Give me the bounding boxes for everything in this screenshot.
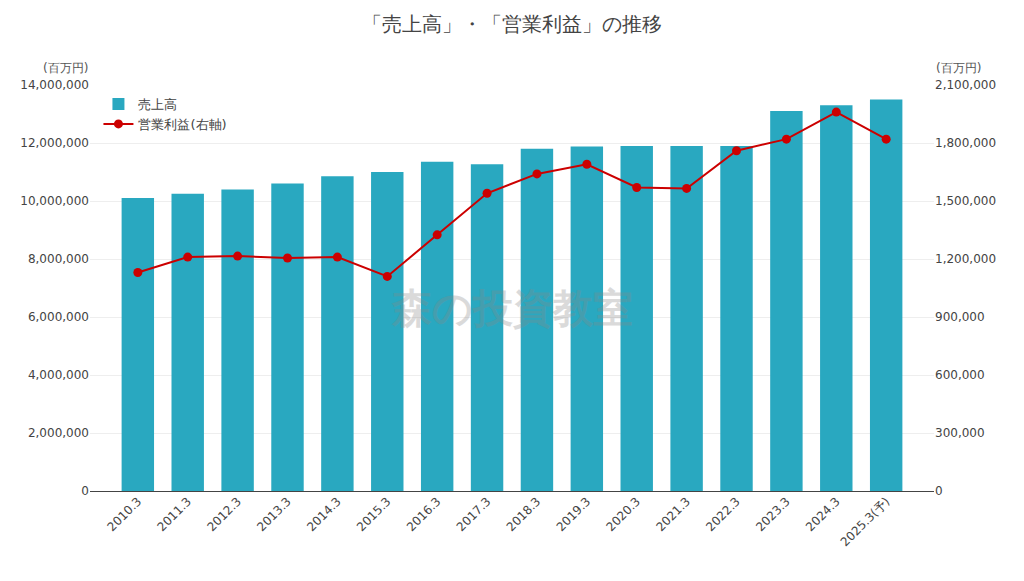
svg-text:営業利益(右軸): 営業利益(右軸) xyxy=(138,117,226,132)
svg-text:(百万円): (百万円) xyxy=(43,61,88,75)
svg-text:10,000,000: 10,000,000 xyxy=(20,194,89,208)
svg-text:2016.3: 2016.3 xyxy=(404,494,444,534)
svg-text:8,000,000: 8,000,000 xyxy=(28,252,89,266)
svg-text:2025.3(予): 2025.3(予) xyxy=(838,494,893,549)
svg-text:2,100,000: 2,100,000 xyxy=(935,78,996,92)
svg-text:1,800,000: 1,800,000 xyxy=(935,136,996,150)
svg-text:2015.3: 2015.3 xyxy=(354,494,394,534)
svg-text:4,000,000: 4,000,000 xyxy=(28,368,89,382)
svg-text:2011.3: 2011.3 xyxy=(154,494,194,534)
svg-text:300,000: 300,000 xyxy=(935,426,985,440)
svg-text:900,000: 900,000 xyxy=(935,310,985,324)
svg-text:2017.3: 2017.3 xyxy=(454,494,494,534)
svg-text:2023.3: 2023.3 xyxy=(753,494,793,534)
svg-text:1,500,000: 1,500,000 xyxy=(935,194,996,208)
svg-text:14,000,000: 14,000,000 xyxy=(20,78,89,92)
svg-text:2022.3: 2022.3 xyxy=(703,494,743,534)
svg-text:2019.3: 2019.3 xyxy=(554,494,594,534)
svg-text:「売上高」・「営業利益」の推移: 「売上高」・「営業利益」の推移 xyxy=(362,12,662,36)
svg-text:2021.3: 2021.3 xyxy=(653,494,693,534)
svg-text:森の投資教室: 森の投資教室 xyxy=(391,285,633,331)
svg-text:0: 0 xyxy=(935,484,943,498)
svg-text:2018.3: 2018.3 xyxy=(504,494,544,534)
svg-text:2012.3: 2012.3 xyxy=(204,494,244,534)
svg-text:0: 0 xyxy=(81,484,89,498)
svg-text:6,000,000: 6,000,000 xyxy=(28,310,89,324)
svg-text:600,000: 600,000 xyxy=(935,368,985,382)
svg-text:(百万円): (百万円) xyxy=(936,61,981,75)
svg-text:売上高: 売上高 xyxy=(138,97,177,112)
svg-text:2020.3: 2020.3 xyxy=(603,494,643,534)
svg-text:2013.3: 2013.3 xyxy=(254,494,294,534)
svg-text:2024.3: 2024.3 xyxy=(803,494,843,534)
svg-text:2,000,000: 2,000,000 xyxy=(28,426,89,440)
svg-text:2010.3: 2010.3 xyxy=(105,494,145,534)
svg-text:12,000,000: 12,000,000 xyxy=(20,136,89,150)
svg-text:1,200,000: 1,200,000 xyxy=(935,252,996,266)
svg-text:2014.3: 2014.3 xyxy=(304,494,344,534)
